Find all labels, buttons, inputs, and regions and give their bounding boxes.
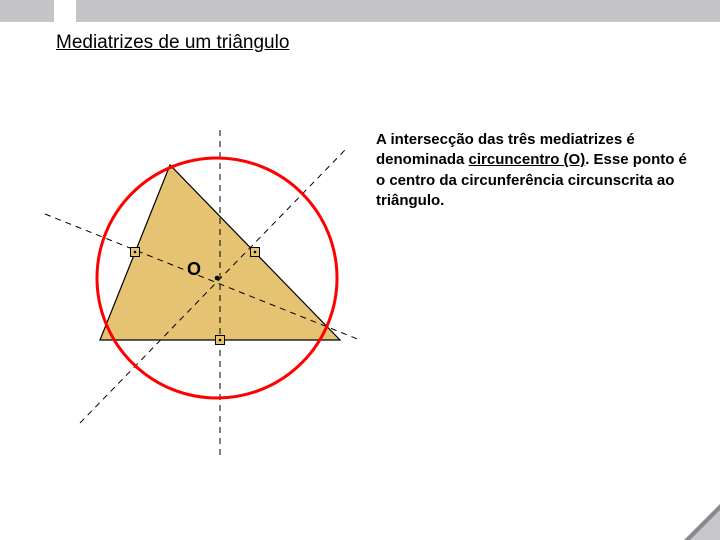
desc-underlined: circuncentro (O)	[469, 151, 586, 168]
circumcenter-label: O	[187, 259, 201, 280]
description-paragraph: A intersecção das três mediatrizes é den…	[376, 130, 696, 211]
page-corner-fold	[684, 504, 720, 540]
diagram-svg	[40, 120, 360, 460]
header-bar	[0, 0, 720, 22]
page-title: Mediatrizes de um triângulo	[56, 32, 289, 54]
header-bar-gap	[54, 0, 76, 22]
triangle-diagram: O	[40, 120, 360, 460]
